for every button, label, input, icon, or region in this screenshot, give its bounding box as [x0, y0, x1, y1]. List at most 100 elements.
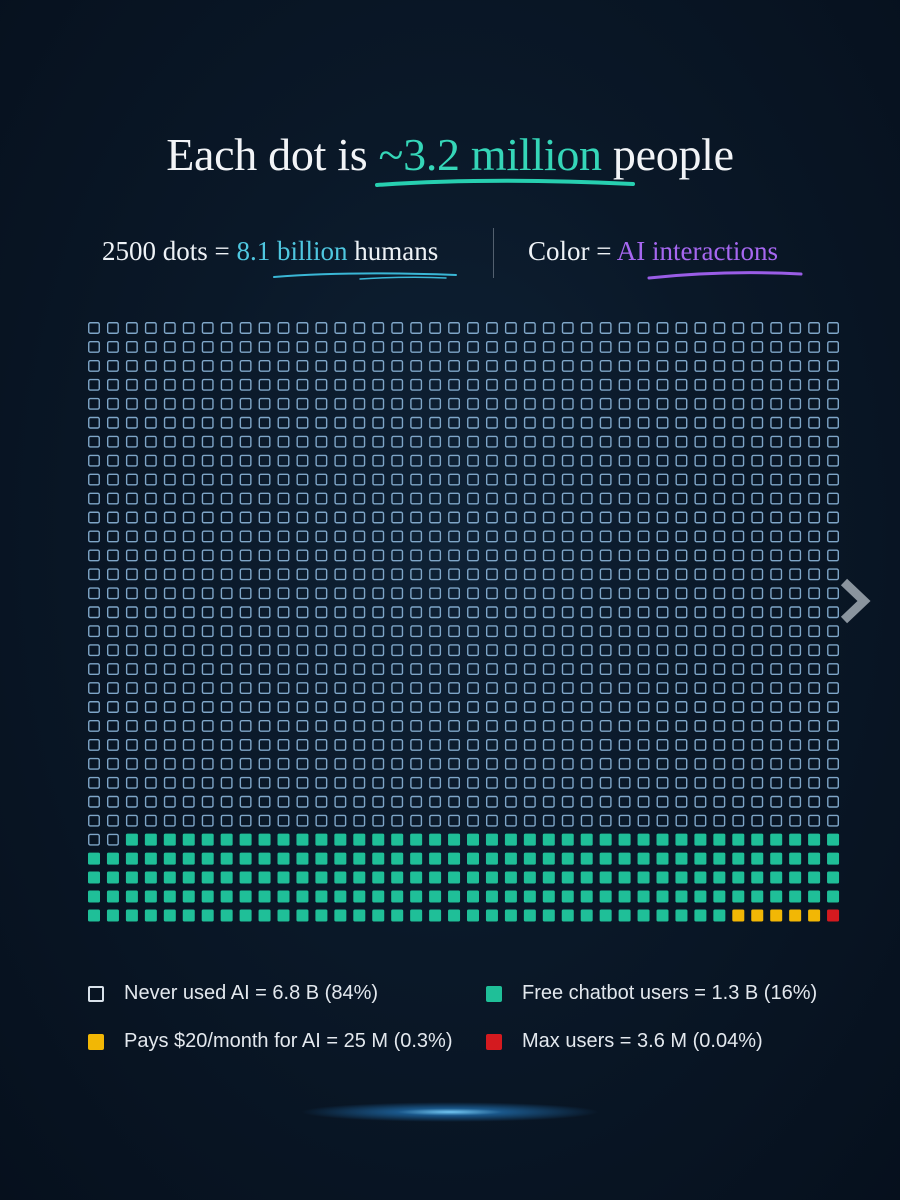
dot-never	[523, 738, 536, 751]
dot-never	[694, 416, 707, 429]
dot-never	[220, 814, 233, 827]
dot-never	[523, 757, 536, 770]
dot-never	[504, 511, 517, 524]
dot-never	[713, 701, 726, 713]
dot-never	[296, 473, 309, 486]
dot-never	[827, 701, 839, 713]
dot-never	[429, 738, 442, 751]
dot-free	[580, 909, 593, 922]
dot-never	[258, 720, 271, 732]
dot-never	[315, 644, 328, 657]
legend-never-label: Never used AI = 6.8 B (84%)	[124, 982, 379, 1004]
dot-never	[827, 663, 839, 676]
dot-never	[542, 568, 555, 581]
dot-free	[353, 871, 366, 884]
dot-never	[182, 795, 195, 808]
dot-never	[637, 682, 650, 694]
dot-free	[732, 852, 745, 865]
dot-never	[277, 738, 290, 751]
dot-never	[182, 397, 195, 410]
dot-never	[580, 644, 593, 657]
dot-never	[88, 378, 100, 391]
dot-never	[467, 568, 479, 581]
dot-never	[675, 511, 688, 524]
dot-never	[618, 776, 631, 789]
dot-never	[675, 738, 688, 751]
dot-never	[732, 587, 745, 600]
dot-never	[277, 473, 290, 486]
dot-never	[713, 378, 726, 391]
dot-never	[618, 359, 631, 372]
dot-never	[163, 720, 176, 732]
dot-never	[239, 549, 252, 562]
dot-never	[656, 757, 669, 770]
dot-free	[163, 909, 176, 922]
dot-never	[334, 682, 347, 694]
dot-free	[182, 833, 195, 846]
dot-never	[201, 378, 214, 391]
dot-free	[277, 871, 290, 884]
dot-never	[182, 435, 195, 448]
dot-free	[315, 852, 328, 865]
dot-never	[789, 435, 802, 448]
dot-free	[542, 852, 555, 865]
dot-never	[220, 511, 233, 524]
dot-never	[618, 625, 631, 638]
dot-free	[372, 909, 385, 922]
dot-never	[770, 720, 783, 732]
dot-free	[201, 890, 214, 903]
dot-never	[448, 473, 460, 486]
dot-never	[315, 720, 328, 732]
dot-never	[448, 625, 460, 638]
dot-never	[732, 682, 745, 694]
dot-never	[220, 378, 233, 391]
title-underline-icon	[374, 178, 635, 187]
dot-never	[182, 492, 195, 505]
dot-never	[372, 492, 385, 505]
dot-never	[637, 795, 650, 808]
dot-never	[675, 644, 688, 657]
dot-never	[88, 682, 100, 694]
dot-never	[106, 322, 119, 334]
dot-never	[144, 359, 157, 372]
dot-never	[618, 435, 631, 448]
dot-never	[656, 738, 669, 751]
dot-never	[523, 341, 536, 353]
dot-never	[353, 587, 366, 600]
dot-never	[504, 795, 517, 808]
dot-never	[732, 814, 745, 827]
dot-never	[125, 397, 138, 410]
dot-never	[144, 435, 157, 448]
dot-free	[296, 909, 309, 922]
dot-never	[599, 644, 612, 657]
dot-never	[239, 644, 252, 657]
dot-never	[732, 359, 745, 372]
dot-never	[429, 435, 442, 448]
dot-never	[201, 776, 214, 789]
dot-never	[504, 568, 517, 581]
dot-never	[106, 511, 119, 524]
dot-free	[106, 852, 119, 865]
dot-never	[106, 359, 119, 372]
dot-never	[334, 397, 347, 410]
dot-never	[770, 757, 783, 770]
dot-never	[770, 587, 783, 600]
dot-never	[637, 416, 650, 429]
dot-never	[315, 397, 328, 410]
dot-never	[542, 473, 555, 486]
dot-never	[258, 549, 271, 562]
dot-never	[220, 625, 233, 638]
chevron-right-icon[interactable]	[838, 578, 874, 624]
dot-never	[637, 359, 650, 372]
dot-never	[239, 663, 252, 676]
dot-never	[353, 416, 366, 429]
dot-never	[675, 492, 688, 505]
dot-never	[637, 776, 650, 789]
dot-never	[334, 435, 347, 448]
dot-free	[751, 890, 764, 903]
dot-free	[637, 871, 650, 884]
dot-never	[353, 606, 366, 619]
dot-never	[391, 663, 404, 676]
dot-never	[429, 359, 442, 372]
dot-never	[751, 795, 764, 808]
